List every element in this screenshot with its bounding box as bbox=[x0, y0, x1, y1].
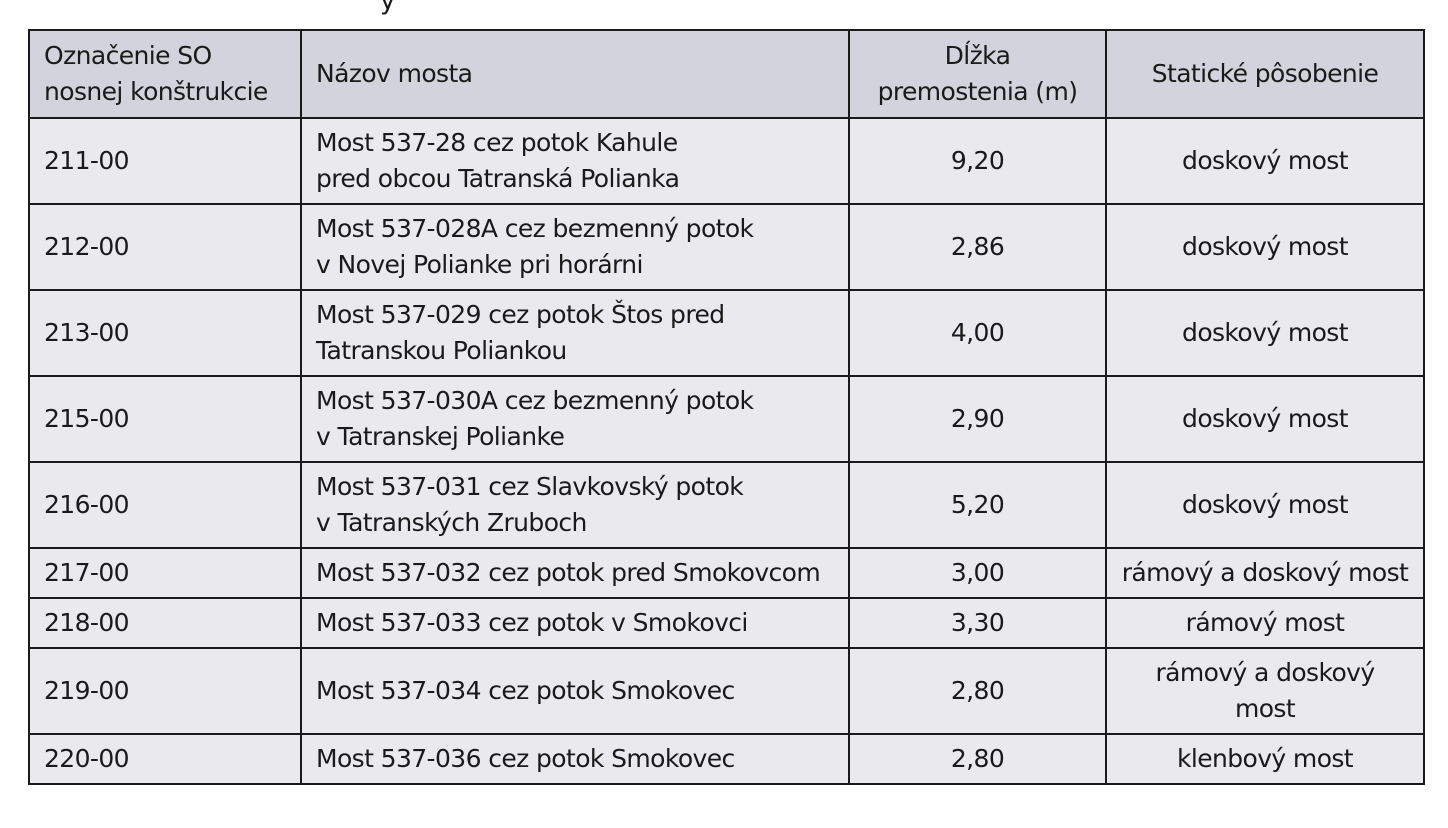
cell-bridge-name: Most 537-029 cez potok Štos pred Tatrans… bbox=[300, 289, 850, 377]
cell-length: 5,20 bbox=[848, 461, 1107, 549]
cell-static-action: rámový most bbox=[1105, 597, 1425, 649]
cell-static-action: doskový most bbox=[1105, 117, 1425, 205]
cell-code: 219-00 bbox=[28, 647, 302, 735]
cell-static-action: doskový most bbox=[1105, 203, 1425, 291]
cut-off-text-fragment: y bbox=[380, 0, 396, 16]
cell-length: 3,30 bbox=[848, 597, 1107, 649]
cell-static-action: doskový most bbox=[1105, 375, 1425, 463]
cell-static-action: doskový most bbox=[1105, 289, 1425, 377]
header-bridge-name: Názov mosta bbox=[300, 29, 850, 119]
table-row: 215-00 Most 537-030A cez bezmenný potok … bbox=[28, 375, 1425, 463]
table-row: 213-00 Most 537-029 cez potok Štos pred … bbox=[28, 289, 1425, 377]
header-static-action: Statické pôsobenie bbox=[1105, 29, 1425, 119]
cell-code: 218-00 bbox=[28, 597, 302, 649]
table-row: 219-00 Most 537-034 cez potok Smokovec 2… bbox=[28, 647, 1425, 735]
cell-bridge-name: Most 537-034 cez potok Smokovec bbox=[300, 647, 850, 735]
cell-bridge-name: Most 537-028A cez bezmenný potok v Novej… bbox=[300, 203, 850, 291]
cell-code: 215-00 bbox=[28, 375, 302, 463]
cell-static-action: rámový a doskový most bbox=[1105, 547, 1425, 599]
cell-length: 2,86 bbox=[848, 203, 1107, 291]
cell-static-action: klenbový most bbox=[1105, 733, 1425, 785]
cell-bridge-name: Most 537-036 cez potok Smokovec bbox=[300, 733, 850, 785]
cell-code: 213-00 bbox=[28, 289, 302, 377]
header-span-length: Dĺžka premostenia (m) bbox=[848, 29, 1107, 119]
cell-code: 216-00 bbox=[28, 461, 302, 549]
table-row: 217-00 Most 537-032 cez potok pred Smoko… bbox=[28, 547, 1425, 599]
header-so-designation: Označenie SO nosnej konštrukcie bbox=[28, 29, 302, 119]
cell-bridge-name: Most 537-28 cez potok Kahule pred obcou … bbox=[300, 117, 850, 205]
cell-static-action: rámový a doskový most bbox=[1105, 647, 1425, 735]
cell-bridge-name: Most 537-033 cez potok v Smokovci bbox=[300, 597, 850, 649]
cell-code: 211-00 bbox=[28, 117, 302, 205]
cell-length: 2,90 bbox=[848, 375, 1107, 463]
table-row: 212-00 Most 537-028A cez bezmenný potok … bbox=[28, 203, 1425, 291]
cell-code: 220-00 bbox=[28, 733, 302, 785]
cell-code: 212-00 bbox=[28, 203, 302, 291]
cell-bridge-name: Most 537-032 cez potok pred Smokovcom bbox=[300, 547, 850, 599]
cell-bridge-name: Most 537-030A cez bezmenný potok v Tatra… bbox=[300, 375, 850, 463]
cell-length: 3,00 bbox=[848, 547, 1107, 599]
cell-bridge-name: Most 537-031 cez Slavkovský potok v Tatr… bbox=[300, 461, 850, 549]
cell-length: 2,80 bbox=[848, 647, 1107, 735]
cell-length: 9,20 bbox=[848, 117, 1107, 205]
cell-static-action: doskový most bbox=[1105, 461, 1425, 549]
table-row: 218-00 Most 537-033 cez potok v Smokovci… bbox=[28, 597, 1425, 649]
table-row: 211-00 Most 537-28 cez potok Kahule pred… bbox=[28, 117, 1425, 205]
table-row: 220-00 Most 537-036 cez potok Smokovec 2… bbox=[28, 733, 1425, 785]
cell-length: 2,80 bbox=[848, 733, 1107, 785]
table-row: 216-00 Most 537-031 cez Slavkovský potok… bbox=[28, 461, 1425, 549]
bridges-table: Označenie SO nosnej konštrukcie Názov mo… bbox=[28, 29, 1425, 785]
table-header-row: Označenie SO nosnej konštrukcie Názov mo… bbox=[28, 29, 1425, 119]
cell-length: 4,00 bbox=[848, 289, 1107, 377]
cell-code: 217-00 bbox=[28, 547, 302, 599]
